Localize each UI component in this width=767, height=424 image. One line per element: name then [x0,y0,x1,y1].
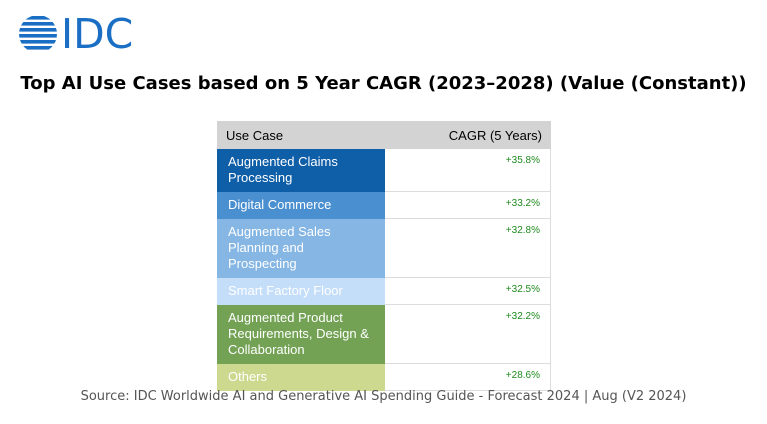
chart-title: Top AI Use Cases based on 5 Year CAGR (2… [20,73,747,94]
source-note: Source: IDC Worldwide AI and Generative … [80,389,687,404]
use-case-cell: Augmented Claims Processing [217,148,385,192]
table-row: Augmented Product Requirements, Design &… [217,304,551,364]
cagr-value-cell: +32.5% [383,277,551,305]
cagr-value-cell: +28.6% [383,363,551,391]
column-header-use-case: Use Case [217,121,385,149]
table-header-row: Use Case CAGR (5 Years) [217,121,551,149]
use-case-cell: Others [217,363,385,391]
use-case-table: Use Case CAGR (5 Years) Augmented Claims… [217,121,551,391]
table-row: Smart Factory Floor +32.5% [217,277,551,305]
table-row: Others +28.6% [217,363,551,391]
table-row: Augmented Claims Processing +35.8% [217,148,551,192]
column-header-cagr: CAGR (5 Years) [383,121,551,149]
cagr-value-cell: +35.8% [383,148,551,192]
globe-icon [19,16,57,50]
use-case-cell: Digital Commerce [217,191,385,219]
idc-logo: IDC [18,10,134,58]
use-case-cell: Smart Factory Floor [217,277,385,305]
logo-text: IDC [61,10,134,58]
table-row: Digital Commerce +33.2% [217,191,551,219]
use-case-cell: Augmented Product Requirements, Design &… [217,304,385,364]
cagr-value-cell: +33.2% [383,191,551,219]
use-case-cell: Augmented Sales Planning and Prospecting [217,218,385,278]
table-body: Augmented Claims Processing +35.8% Digital… [217,148,551,391]
use-case-table-wrapper: Use Case CAGR (5 Years) Augmented Claims… [217,121,551,391]
table-row: Augmented Sales Planning and Prospecting… [217,218,551,278]
cagr-value-cell: +32.2% [383,304,551,364]
cagr-value-cell: +32.8% [383,218,551,278]
